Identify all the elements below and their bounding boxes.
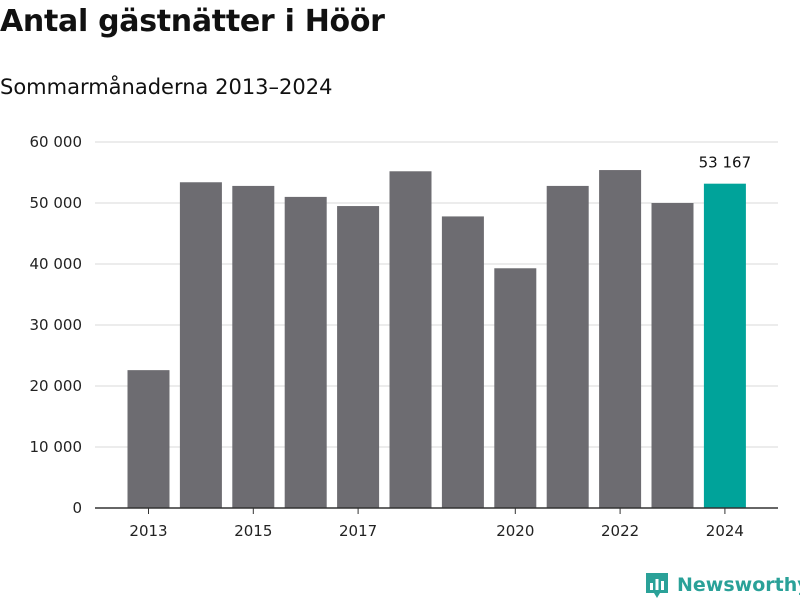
data-labels: 53 167 [699, 154, 752, 172]
newsworthy-logo: Newsworthy [644, 570, 800, 600]
bar [179, 182, 222, 508]
newsworthy-logo-text: Newsworthy [677, 574, 800, 596]
y-axis-ticks: 0 10 000 20 000 30 000 40 000 50 000 60 000 [30, 133, 83, 517]
bar [494, 268, 537, 508]
x-tick-label: 2015 [234, 522, 272, 540]
y-tick-label: 40 000 [30, 255, 83, 273]
bar [389, 171, 432, 508]
y-tick-label: 0 [72, 499, 82, 517]
y-tick-label: 50 000 [30, 194, 83, 212]
bar [337, 206, 380, 509]
bar [546, 185, 589, 509]
x-tick-label: 2020 [496, 522, 534, 540]
bar [651, 203, 694, 508]
bars [127, 170, 746, 509]
chart-subtitle: Sommarmånaderna 2013–2024 [0, 75, 333, 99]
x-axis-ticks: 2013 2015 2017 2020 2022 2024 [129, 508, 744, 540]
bar-highlight [703, 183, 746, 508]
bar [232, 185, 275, 509]
y-tick-label: 20 000 [30, 377, 83, 395]
y-tick-label: 10 000 [30, 438, 83, 456]
data-label: 53 167 [699, 154, 752, 172]
x-tick-label: 2022 [601, 522, 639, 540]
bar [441, 216, 484, 509]
x-tick-label: 2013 [129, 522, 167, 540]
x-tick-label: 2024 [706, 522, 744, 540]
newsworthy-logo-icon [646, 573, 668, 598]
y-tick-label: 60 000 [30, 133, 83, 151]
y-tick-label: 30 000 [30, 316, 83, 334]
x-tick-label: 2017 [339, 522, 377, 540]
chart-title: Antal gästnätter i Höör [0, 4, 385, 39]
bar [127, 370, 170, 508]
bar [599, 170, 642, 508]
bar [284, 196, 327, 508]
